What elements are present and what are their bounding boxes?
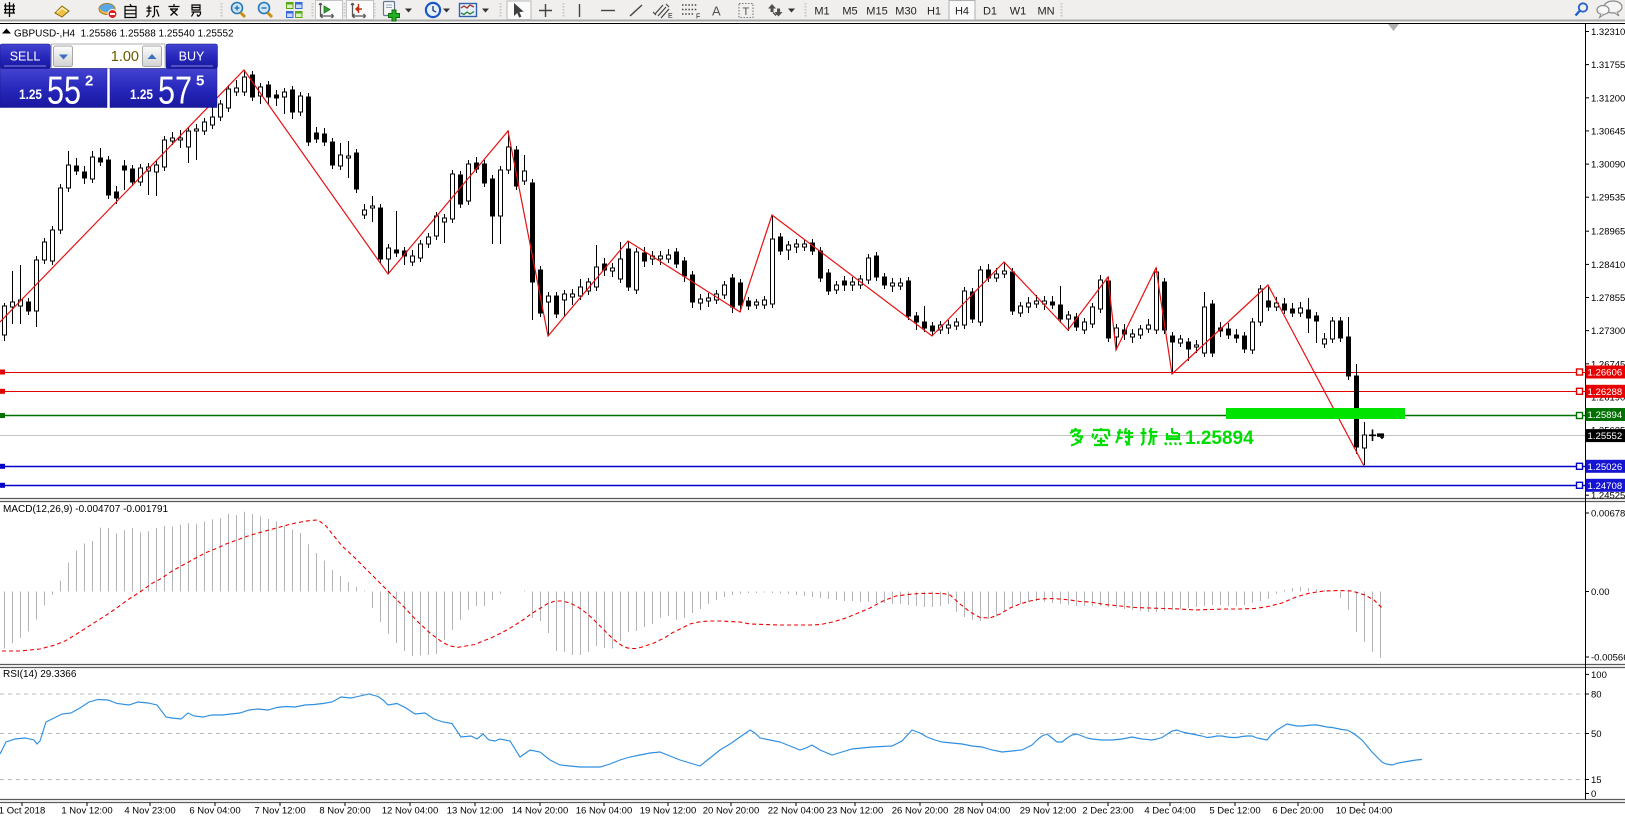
svg-text:2: 2 xyxy=(85,73,93,90)
svg-text:1.25: 1.25 xyxy=(130,87,153,102)
svg-text:6 Dec 20:00: 6 Dec 20:00 xyxy=(1272,806,1323,817)
svg-text:100: 100 xyxy=(1591,670,1607,681)
svg-text:D1: D1 xyxy=(983,6,997,18)
svg-text:1.31200: 1.31200 xyxy=(1591,93,1625,104)
svg-text:GBPUSD-,H4 1.25586 1.25588 1.: GBPUSD-,H4 1.25586 1.25588 1.25540 1.255… xyxy=(14,29,234,40)
svg-text:M30: M30 xyxy=(895,6,916,18)
svg-text:F: F xyxy=(696,14,700,21)
svg-text:1.25552: 1.25552 xyxy=(1588,431,1623,442)
svg-text:H1: H1 xyxy=(927,6,941,18)
svg-text:RSI(14) 29.3366: RSI(14) 29.3366 xyxy=(3,669,77,680)
svg-text:MN: MN xyxy=(1037,6,1054,18)
svg-text:1.30090: 1.30090 xyxy=(1591,160,1625,171)
svg-text:1.24525: 1.24525 xyxy=(1591,491,1625,502)
svg-text:19 Nov 12:00: 19 Nov 12:00 xyxy=(640,806,697,817)
svg-text:5 Dec 12:00: 5 Dec 12:00 xyxy=(1209,806,1260,817)
svg-text:16 Nov 04:00: 16 Nov 04:00 xyxy=(576,806,633,817)
svg-text:10 Dec 04:00: 10 Dec 04:00 xyxy=(1336,806,1393,817)
svg-text:6 Nov 04:00: 6 Nov 04:00 xyxy=(189,806,240,817)
svg-text:0.00: 0.00 xyxy=(1591,587,1610,598)
svg-text:1.26288: 1.26288 xyxy=(1588,387,1623,398)
svg-text:23 Nov 12:00: 23 Nov 12:00 xyxy=(827,806,884,817)
svg-text:1.31755: 1.31755 xyxy=(1591,60,1625,71)
svg-text:1.26745: 1.26745 xyxy=(1591,359,1625,370)
svg-text:14 Nov 20:00: 14 Nov 20:00 xyxy=(512,806,569,817)
svg-text:MACD(12,26,9) -0.004707 -0.001: MACD(12,26,9) -0.004707 -0.001791 xyxy=(3,504,169,515)
svg-text:1.29535: 1.29535 xyxy=(1591,193,1625,204)
svg-text:1.00: 1.00 xyxy=(111,49,139,65)
svg-text:0.006785: 0.006785 xyxy=(1591,509,1625,520)
svg-text:W1: W1 xyxy=(1010,6,1027,18)
svg-text:1.25026: 1.25026 xyxy=(1588,462,1623,473)
svg-text:A: A xyxy=(712,4,721,19)
svg-text:15: 15 xyxy=(1591,775,1602,786)
svg-text:1.28965: 1.28965 xyxy=(1591,227,1625,238)
svg-text:0: 0 xyxy=(1591,789,1596,800)
svg-text:1 Nov 12:00: 1 Nov 12:00 xyxy=(61,806,112,817)
svg-text:E: E xyxy=(668,13,673,20)
svg-text:13 Nov 12:00: 13 Nov 12:00 xyxy=(447,806,504,817)
svg-text:12 Nov 04:00: 12 Nov 04:00 xyxy=(382,806,439,817)
svg-text:7 Nov 12:00: 7 Nov 12:00 xyxy=(254,806,305,817)
svg-text:1.25894: 1.25894 xyxy=(1185,428,1254,449)
svg-text:5: 5 xyxy=(196,73,204,90)
svg-text:1.30645: 1.30645 xyxy=(1591,126,1625,137)
svg-text:1.26190: 1.26190 xyxy=(1591,392,1625,403)
svg-text:29 Nov 12:00: 29 Nov 12:00 xyxy=(1020,806,1077,817)
svg-text:-0.00566: -0.00566 xyxy=(1591,653,1625,664)
svg-text:1.27855: 1.27855 xyxy=(1591,293,1625,304)
svg-text:22 Nov 04:00: 22 Nov 04:00 xyxy=(768,806,825,817)
svg-text:SELL: SELL xyxy=(10,50,41,64)
svg-text:4 Dec 04:00: 4 Dec 04:00 xyxy=(1144,806,1195,817)
svg-text:M5: M5 xyxy=(842,6,857,18)
svg-text:28 Nov 04:00: 28 Nov 04:00 xyxy=(954,806,1011,817)
svg-text:20 Nov 20:00: 20 Nov 20:00 xyxy=(703,806,760,817)
svg-text:26 Nov 20:00: 26 Nov 20:00 xyxy=(892,806,949,817)
svg-text:2 Dec 23:00: 2 Dec 23:00 xyxy=(1082,806,1133,817)
svg-text:4 Nov 23:00: 4 Nov 23:00 xyxy=(124,806,175,817)
svg-text:BUY: BUY xyxy=(179,50,205,64)
svg-text:1.26606: 1.26606 xyxy=(1588,368,1623,379)
svg-text:1.24708: 1.24708 xyxy=(1588,481,1623,492)
svg-text:1 Oct 2018: 1 Oct 2018 xyxy=(0,806,45,817)
svg-text:M15: M15 xyxy=(866,6,887,18)
svg-text:55: 55 xyxy=(47,70,81,113)
svg-text:8 Nov 20:00: 8 Nov 20:00 xyxy=(319,806,370,817)
svg-text:1.25894: 1.25894 xyxy=(1588,410,1623,421)
svg-text:80: 80 xyxy=(1591,690,1602,701)
svg-text:1.32310: 1.32310 xyxy=(1591,27,1625,38)
svg-text:1.25: 1.25 xyxy=(19,87,42,102)
svg-text:1.27300: 1.27300 xyxy=(1591,326,1625,337)
svg-text:H4: H4 xyxy=(955,6,969,18)
svg-text:M1: M1 xyxy=(814,6,829,18)
svg-text:57: 57 xyxy=(158,70,192,113)
svg-text:50: 50 xyxy=(1591,729,1602,740)
svg-text:T: T xyxy=(743,6,750,18)
svg-text:1.28410: 1.28410 xyxy=(1591,260,1625,271)
